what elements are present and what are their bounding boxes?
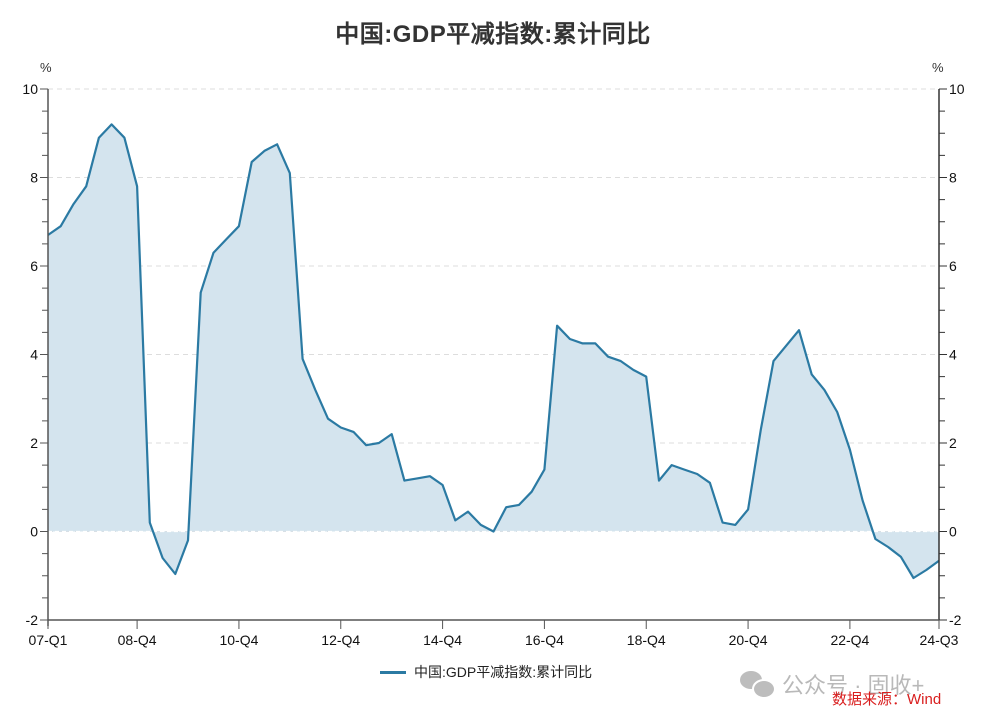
- y-tick-label-left: 8: [30, 170, 38, 186]
- y-tick-label-right: 4: [949, 347, 957, 363]
- watermark: 公众号 · 固收+: [740, 668, 924, 700]
- x-tick-label: 18-Q4: [627, 632, 666, 648]
- x-tick-label: 14-Q4: [423, 632, 462, 648]
- x-tick-label: 20-Q4: [729, 632, 768, 648]
- legend-swatch: [380, 670, 406, 674]
- legend-label: 中国:GDP平减指数:累计同比: [414, 664, 593, 680]
- data-source: 数据来源：Wind: [832, 691, 942, 708]
- x-tick-label: 08-Q4: [118, 632, 157, 648]
- x-tick-label: 07-Q1: [29, 632, 68, 648]
- wechat-icon: [740, 671, 776, 699]
- right-axis-unit: %: [932, 60, 944, 75]
- y-tick-label-right: -2: [949, 612, 962, 628]
- y-tick-label-right: 10: [949, 81, 965, 97]
- y-tick-label-right: 0: [949, 524, 957, 540]
- left-axis-unit: %: [40, 60, 52, 75]
- legend: 中国:GDP平减指数:累计同比: [380, 662, 592, 682]
- y-tick-label-left: 4: [30, 347, 38, 363]
- x-tick-label: 22-Q4: [830, 632, 869, 648]
- y-tick-label-left: 2: [30, 435, 38, 451]
- x-tick-label: 24-Q3: [920, 632, 959, 648]
- y-tick-label-right: 8: [949, 170, 957, 186]
- chart-title: 中国:GDP平减指数:累计同比: [335, 21, 651, 48]
- y-tick-label-left: 10: [22, 81, 38, 97]
- y-tick-label-right: 2: [949, 435, 957, 451]
- x-tick-label: 16-Q4: [525, 632, 564, 648]
- y-tick-label-left: 6: [30, 258, 38, 274]
- x-tick-label: 12-Q4: [321, 632, 360, 648]
- y-tick-label-right: 6: [949, 258, 957, 274]
- area-fill: [48, 124, 939, 579]
- y-tick-label-left: -2: [26, 612, 39, 628]
- x-tick-label: 10-Q4: [219, 632, 258, 648]
- watermark-text: 公众号 · 固收+: [782, 673, 925, 698]
- y-tick-label-left: 0: [30, 524, 38, 540]
- data-line: [47, 123, 940, 580]
